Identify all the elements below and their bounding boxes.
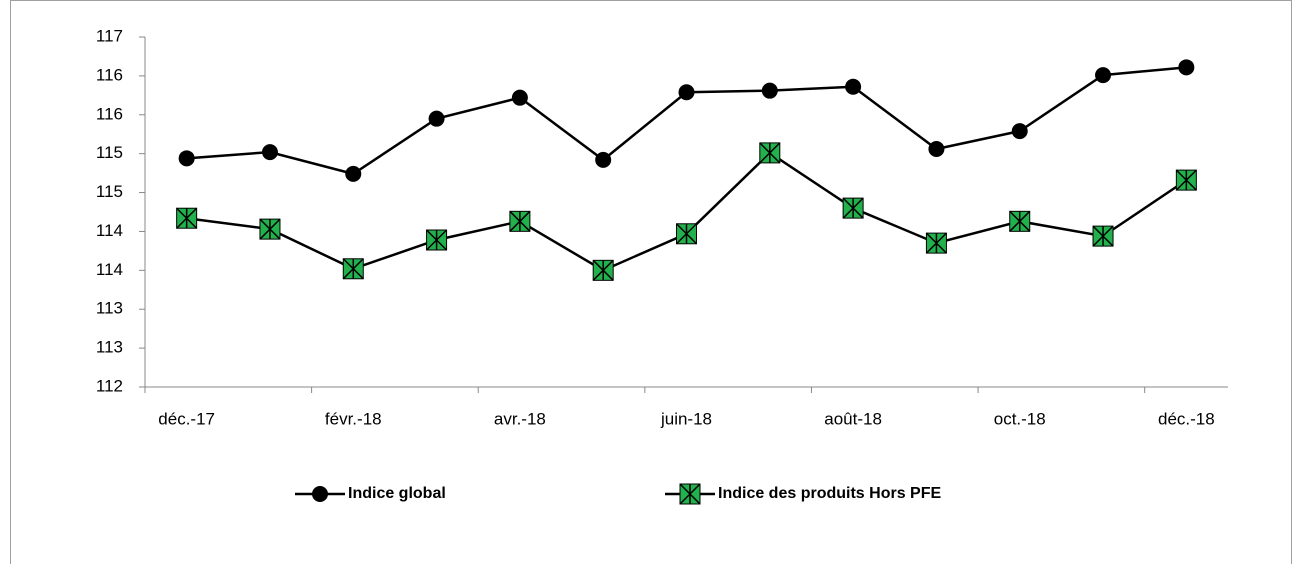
point [178, 150, 195, 167]
y-tick-label: 115 [96, 143, 123, 162]
marker-x [426, 229, 448, 251]
point [1092, 225, 1114, 247]
marker-x [842, 197, 864, 219]
marker-x [759, 142, 781, 164]
point [509, 210, 531, 232]
point [1178, 59, 1195, 76]
point [342, 258, 364, 280]
y-tick-label: 113 [96, 338, 123, 357]
point [845, 78, 862, 95]
point [679, 483, 701, 505]
point [176, 207, 198, 229]
point [428, 110, 445, 127]
point [259, 218, 281, 240]
point [759, 142, 781, 164]
y-tick-label: 112 [96, 376, 123, 395]
x-tick-label: juin-18 [660, 409, 712, 428]
x-tick-label: févr.-18 [325, 409, 382, 428]
marker-x [592, 259, 614, 281]
marker-x [1009, 210, 1031, 232]
point [1175, 169, 1197, 191]
point [1009, 210, 1031, 232]
x-tick-label: août-18 [824, 409, 882, 428]
point [678, 84, 695, 101]
x-tick-label: déc.-17 [158, 409, 215, 428]
x-tick-label: déc.-18 [1158, 409, 1215, 428]
point [761, 82, 778, 99]
point [1095, 67, 1112, 84]
point [925, 232, 947, 254]
y-tick-label: 116 [96, 104, 123, 123]
x-tick-label: oct.-18 [994, 409, 1046, 428]
y-tick-label: 117 [96, 26, 123, 45]
y-tick-label: 114 [96, 221, 123, 240]
point [842, 197, 864, 219]
point [511, 89, 528, 106]
marker-x [259, 218, 281, 240]
marker-x [679, 483, 701, 505]
y-tick-label: 114 [96, 260, 123, 279]
marker-x [509, 210, 531, 232]
marker-x [176, 207, 198, 229]
y-tick-label: 115 [96, 182, 123, 201]
point [595, 151, 612, 168]
point [675, 223, 698, 245]
point [1011, 123, 1028, 140]
x-tick-label: avr.-18 [494, 409, 546, 428]
y-tick-label: 116 [96, 65, 123, 84]
point [345, 165, 362, 182]
marker-x [1175, 169, 1197, 191]
marker-x [1092, 225, 1114, 247]
point [928, 141, 945, 157]
legend-label: Indice des produits Hors PFE [718, 485, 941, 502]
series-line [186, 66, 1187, 176]
marker-x [925, 232, 947, 254]
point [592, 259, 614, 281]
marker-x [342, 258, 364, 280]
legend-label: Indice global [348, 485, 446, 502]
point [312, 486, 328, 502]
marker-x [675, 223, 698, 245]
chart-frame [10, 0, 1292, 569]
point [261, 144, 278, 161]
point [426, 229, 448, 251]
y-tick-label: 113 [96, 299, 123, 318]
